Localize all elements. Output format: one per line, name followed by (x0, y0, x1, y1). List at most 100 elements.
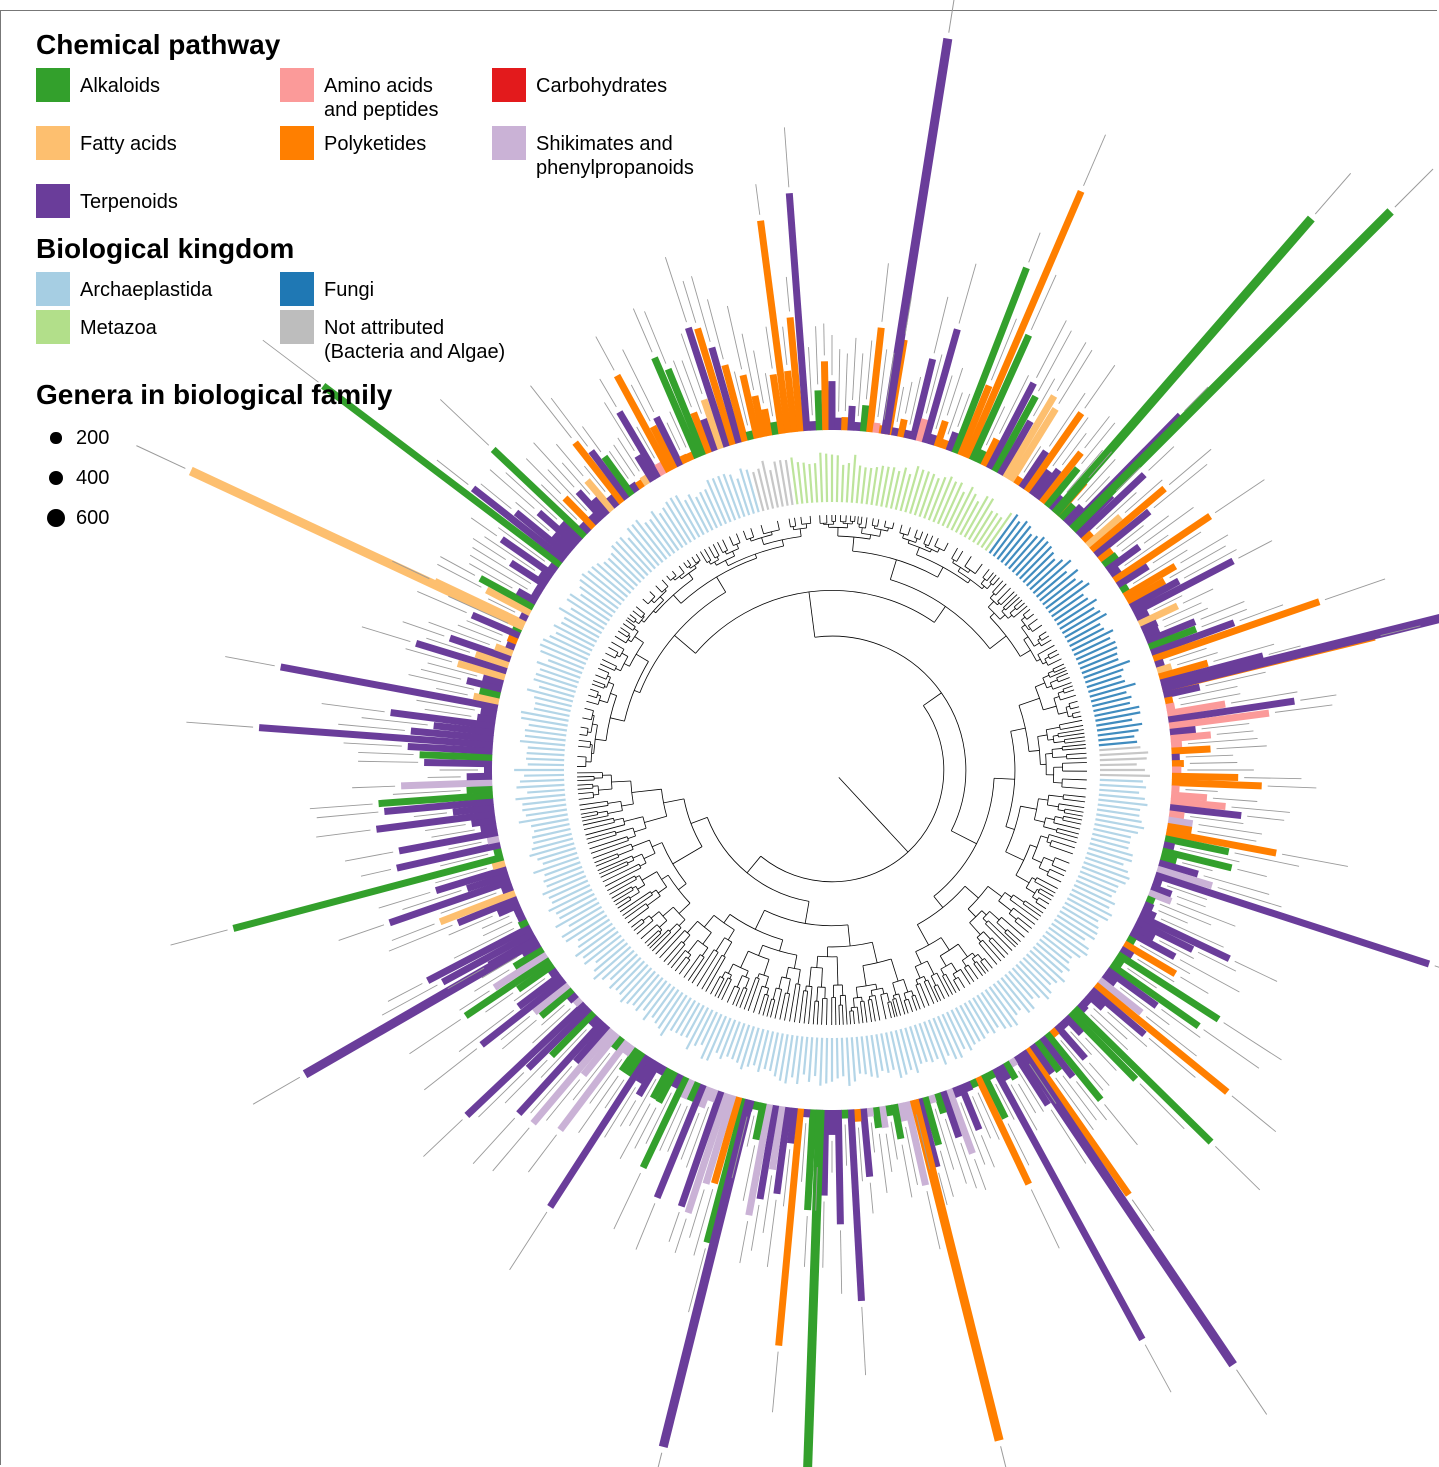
bar (927, 1094, 937, 1105)
tree-arc (1038, 636, 1042, 641)
kingdom-spoke (558, 897, 598, 920)
kingdom-spoke (918, 1022, 934, 1063)
label-tick (685, 1106, 710, 1168)
tree-branch (614, 635, 627, 644)
kingdom-spoke (802, 1036, 809, 1075)
kingdom-spoke (1029, 559, 1064, 591)
label-tick (680, 1112, 700, 1160)
label-tick (934, 1108, 955, 1170)
kingdom-spoke (533, 678, 576, 693)
tree-branch (875, 984, 878, 990)
tree-branch (1032, 896, 1038, 901)
bar (897, 1102, 908, 1122)
tree-branch (651, 599, 655, 604)
legend-pathway-swatch (36, 184, 70, 218)
bar (573, 1023, 611, 1065)
label-tick (815, 1167, 818, 1211)
bar (525, 1005, 592, 1071)
tree-branch (967, 964, 979, 980)
bar (1085, 514, 1123, 549)
label-tick (731, 1116, 748, 1179)
tree-branch (977, 954, 983, 961)
bar (1013, 475, 1024, 487)
bar (651, 356, 701, 460)
kingdom-spoke (1061, 905, 1099, 930)
tree-arc (624, 661, 649, 722)
label-tick (1237, 868, 1267, 877)
kingdom-spoke (813, 1037, 819, 1077)
bar (1008, 1057, 1019, 1068)
kingdom-spoke (518, 813, 568, 824)
tree-branch (964, 967, 975, 983)
tree-arc (655, 578, 694, 614)
label-tick (530, 385, 572, 439)
bar (478, 575, 536, 611)
tree-branch (1005, 851, 1024, 861)
legend-pathway-item: Fatty acids (36, 126, 258, 180)
label-tick (338, 723, 405, 731)
tree-branch (760, 524, 764, 534)
legend-pathway-label: Alkaloids (80, 75, 161, 97)
tree-branch (980, 578, 986, 584)
legend-pathway-list: Alkaloids Amino acids and peptides Carbohy… (36, 68, 742, 218)
label-tick (316, 829, 371, 838)
label-tick (1139, 944, 1191, 975)
label-tick (852, 337, 857, 401)
tree-branch (663, 798, 685, 804)
kingdom-spoke (534, 702, 571, 713)
bar (1171, 745, 1211, 755)
tree-branch (763, 959, 770, 976)
tree-branch (1013, 599, 1023, 608)
label-tick (613, 1172, 641, 1230)
bar (1128, 577, 1181, 611)
label-tick (431, 829, 475, 838)
tree-branch (1007, 614, 1013, 619)
label-tick (974, 1158, 987, 1191)
tree-branch (983, 931, 991, 940)
kingdom-spoke (555, 901, 600, 929)
bar (606, 494, 620, 509)
label-tick (186, 721, 254, 728)
tree-arc (1055, 828, 1058, 833)
bar (1089, 485, 1167, 554)
kingdom-spoke (659, 994, 688, 1037)
tree-branch (710, 976, 721, 995)
label-tick (1145, 1016, 1197, 1057)
tree-branch (1049, 669, 1067, 678)
label-tick (1050, 1109, 1087, 1164)
kingdom-spoke (980, 991, 1007, 1030)
tree-arc (633, 619, 637, 623)
kingdom-spoke (522, 798, 566, 806)
bar (686, 1080, 701, 1102)
tree-branch (779, 939, 784, 952)
kingdom-spoke (1022, 956, 1052, 986)
bar (410, 727, 494, 743)
kingdom-spoke (1011, 967, 1041, 999)
bar (470, 611, 522, 639)
bar (628, 481, 641, 494)
label-tick (691, 276, 711, 342)
kingdom-spoke (870, 1034, 879, 1078)
bar (464, 1001, 588, 1118)
kingdom-spoke (984, 989, 1013, 1028)
label-tick (1300, 694, 1337, 701)
label-tick (883, 352, 895, 420)
label-tick (338, 924, 385, 941)
tree-branch (726, 985, 736, 1003)
kingdom-spoke (1000, 977, 1031, 1014)
label-tick (808, 347, 813, 416)
tree-branch (1003, 594, 1018, 608)
tree-branch (662, 906, 674, 917)
label-tick (666, 422, 681, 451)
tree-branch (1036, 877, 1058, 889)
kingdom-spoke (813, 463, 819, 503)
tree-branch (758, 994, 766, 1015)
label-tick (540, 1029, 587, 1078)
tree-branch (1001, 608, 1005, 612)
tree-branch (749, 538, 752, 542)
tree-arc (684, 930, 691, 936)
label-tick (381, 984, 438, 1016)
bar (773, 1106, 792, 1195)
label-tick (447, 967, 485, 990)
label-tick (613, 444, 636, 477)
